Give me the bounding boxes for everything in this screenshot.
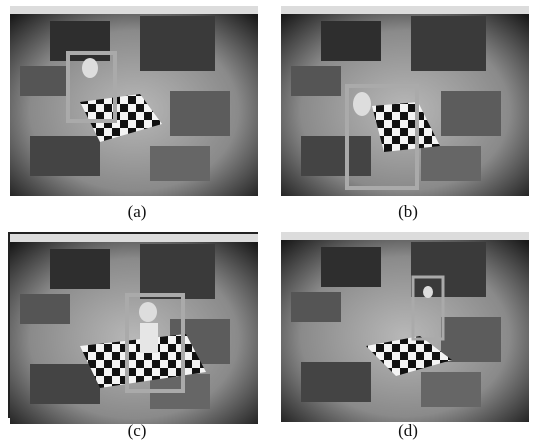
panel-c — [8, 232, 258, 424]
panel-a — [10, 6, 258, 196]
panel-label: (d) — [398, 421, 418, 440]
panel-b — [281, 6, 529, 196]
panel-label: (c) — [128, 421, 147, 440]
figure: (a) (b) (c) (d) — [0, 0, 534, 443]
panel-label: (b) — [398, 202, 418, 221]
panel-d — [281, 232, 529, 422]
panel-label: (a) — [128, 202, 147, 221]
